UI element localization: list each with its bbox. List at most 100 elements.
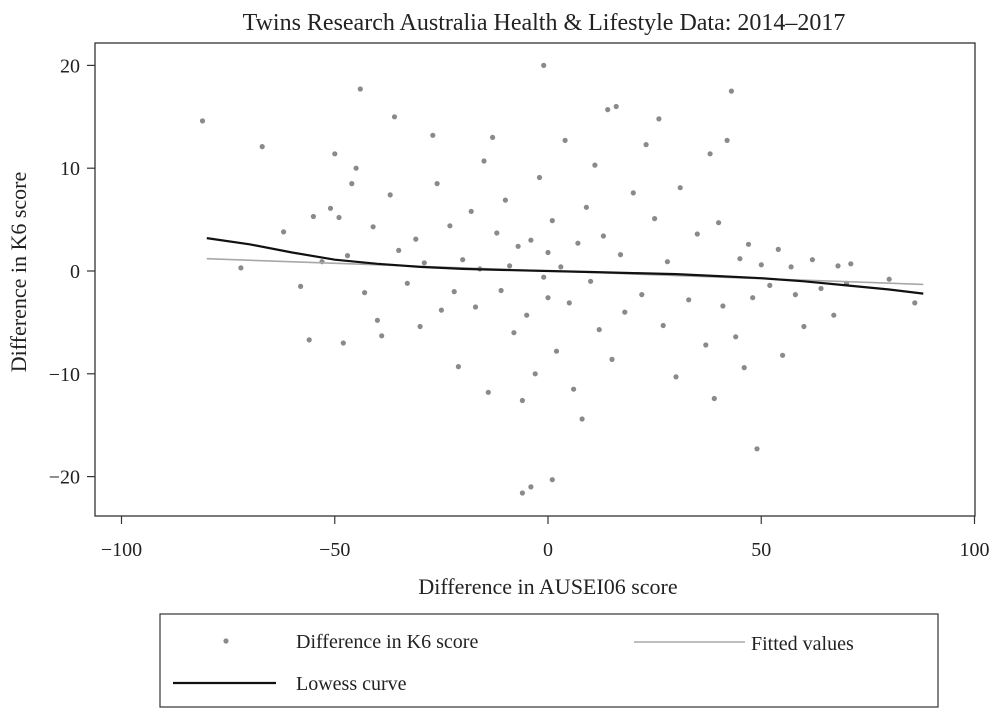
x-tick-label: 50 [751, 539, 771, 561]
y-tick-label: 0 [70, 261, 80, 283]
data-point [511, 330, 517, 336]
data-point [455, 364, 461, 370]
data-point [707, 151, 713, 157]
data-point [579, 416, 585, 422]
data-point [775, 246, 781, 252]
data-point [673, 374, 679, 380]
data-point [349, 181, 355, 187]
data-point [438, 307, 444, 313]
x-tick-label: 100 [960, 539, 990, 561]
y-tick-label: 20 [60, 55, 80, 77]
data-point [434, 181, 440, 187]
legend-label-fitted: Fitted values [751, 633, 854, 655]
data-point [758, 262, 764, 268]
legend-box [159, 613, 939, 708]
data-point [622, 309, 628, 315]
data-point [792, 292, 799, 298]
data-point [741, 365, 747, 371]
data-point [583, 204, 590, 210]
scatter-points [199, 62, 918, 496]
data-point [490, 134, 496, 140]
data-point [460, 257, 466, 263]
data-point [485, 389, 491, 395]
data-point [754, 446, 760, 452]
data-point [507, 263, 513, 269]
data-point [545, 295, 551, 301]
data-point [524, 312, 530, 318]
trend-lines [206, 237, 924, 295]
data-point [404, 280, 410, 286]
data-point [494, 230, 500, 236]
legend-label-scatter: Difference in K6 score [296, 631, 478, 653]
data-point [451, 289, 457, 295]
x-axis: −100 −50 0 50 100 [101, 516, 990, 561]
data-point [724, 137, 730, 143]
data-point [536, 174, 543, 181]
data-point [379, 333, 385, 339]
data-point [545, 249, 551, 256]
plot-frame [94, 42, 976, 517]
data-point [643, 142, 649, 148]
data-point [391, 114, 398, 120]
data-point [596, 327, 602, 333]
data-point [549, 218, 555, 224]
data-point [468, 208, 474, 214]
data-point [720, 303, 726, 309]
data-point [298, 283, 304, 289]
chart-title: Twins Research Australia Health & Lifest… [243, 10, 846, 36]
x-tick-label: −50 [319, 539, 350, 561]
data-point [528, 237, 534, 243]
data-point [592, 162, 598, 168]
data-point [613, 103, 619, 110]
data-point [498, 287, 504, 294]
data-point [332, 151, 338, 157]
data-point [660, 322, 666, 329]
data-point [357, 86, 363, 92]
legend: Difference in K6 score Fitted values Low… [159, 613, 939, 708]
data-point [652, 216, 658, 222]
data-point [310, 213, 316, 220]
data-point [238, 265, 244, 271]
data-point [396, 247, 402, 253]
data-point [502, 197, 508, 203]
data-point [912, 300, 918, 306]
data-point [562, 137, 568, 143]
data-point [733, 334, 739, 340]
data-point [728, 88, 735, 94]
data-point [447, 223, 453, 229]
data-point [374, 317, 380, 323]
y-tick-label: −10 [49, 364, 80, 386]
x-axis-label: Difference in AUSEI06 score [418, 574, 677, 599]
data-point [745, 241, 752, 247]
data-point [370, 224, 376, 230]
data-point [362, 290, 368, 296]
data-point [686, 297, 692, 303]
data-point [421, 260, 427, 266]
data-point [336, 214, 342, 221]
data-point [327, 205, 334, 211]
data-point [549, 477, 555, 483]
data-point [571, 386, 577, 392]
data-point [430, 132, 436, 138]
data-point [532, 371, 538, 377]
data-point [519, 397, 526, 404]
data-point [281, 229, 287, 235]
data-point [588, 278, 594, 284]
data-point [617, 252, 624, 258]
data-point [711, 395, 717, 402]
data-point [541, 274, 547, 280]
data-point [519, 490, 526, 496]
data-point [780, 352, 786, 358]
x-tick-label: 0 [543, 539, 553, 561]
data-point [417, 323, 423, 330]
data-point [558, 264, 564, 270]
data-point [716, 220, 722, 226]
data-point [472, 304, 479, 310]
data-point [541, 62, 547, 68]
data-point [387, 192, 393, 198]
data-point [344, 253, 351, 259]
data-point [664, 259, 671, 265]
data-point [600, 233, 607, 239]
data-point [835, 263, 841, 269]
